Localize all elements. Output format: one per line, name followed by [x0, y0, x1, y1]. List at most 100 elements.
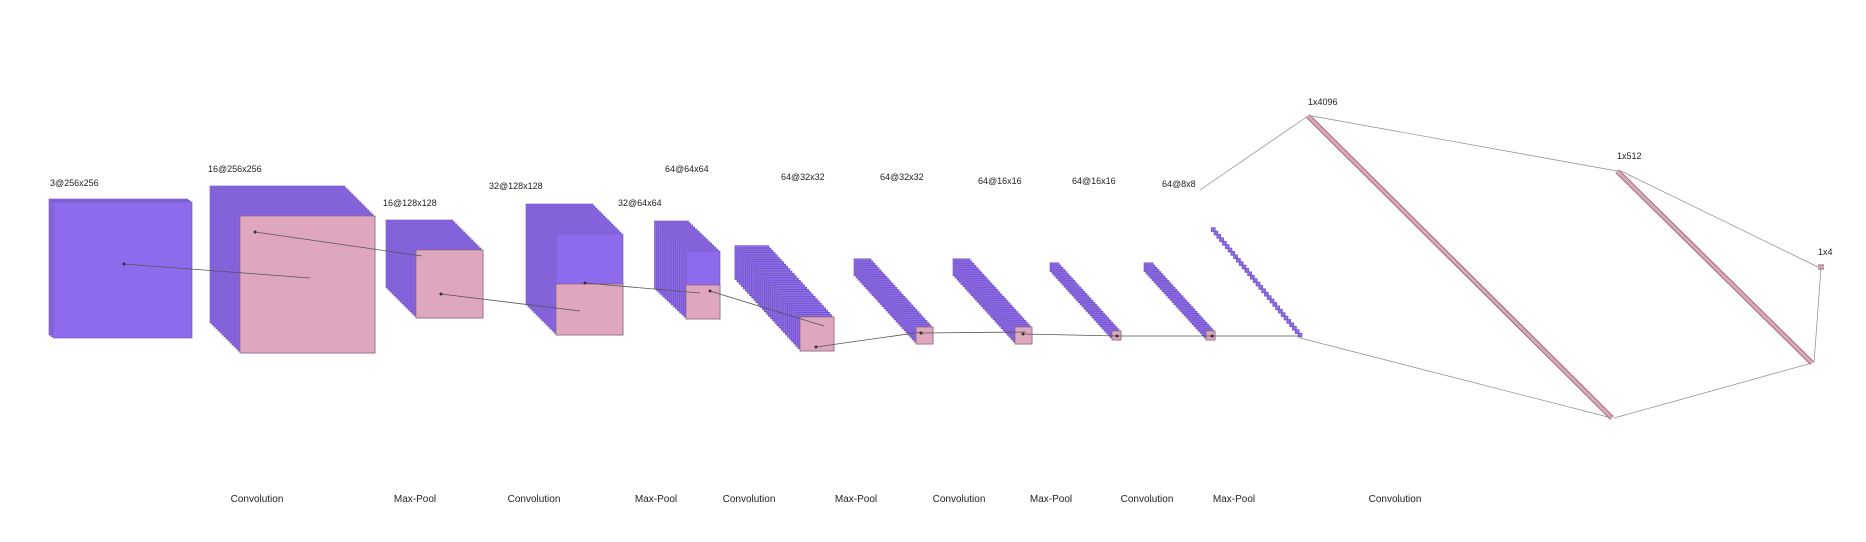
feature-map-slice [1264, 291, 1269, 297]
feature-map-slice [1258, 285, 1264, 290]
feature-map-slice [1289, 322, 1294, 328]
kernel-projection-line [254, 231, 423, 257]
feature-map-slice [1222, 240, 1227, 246]
feature-map-slice [1252, 278, 1258, 283]
layer-label-4: 32@128x128 [489, 181, 543, 191]
kernel-links [122, 230, 1300, 349]
feature-map-stack-4 [525, 203, 624, 336]
feature-map-slice [1250, 274, 1255, 280]
fan-line [1620, 170, 1819, 268]
feature-map-slice [1233, 254, 1238, 260]
layer-label-9: 64@16x16 [978, 176, 1022, 186]
kernel-highlight [915, 326, 934, 345]
op-label-3: Convolution [508, 494, 561, 505]
op-label-6: Max-Pool [835, 494, 877, 505]
kernel-anchor-dot [919, 331, 923, 335]
kernel-projection-line [709, 290, 825, 327]
feature-map-slice [1255, 281, 1261, 287]
kernel-anchor-dot [1210, 334, 1214, 338]
kernel-anchor-dot [708, 289, 712, 293]
fan-line [1199, 115, 1309, 191]
fan-line [1299, 337, 1613, 419]
op-label-4: Max-Pool [635, 494, 677, 505]
feature-map-stack-3 [385, 219, 484, 319]
layer-label-3: 16@128x128 [383, 198, 437, 208]
feature-map-slice [1297, 332, 1303, 338]
feature-map-stack-5 [654, 220, 721, 320]
feature-map-slice [1216, 234, 1222, 239]
feature-map-slice [1283, 315, 1289, 321]
feature-map-slice [1210, 227, 1216, 232]
kernel-projection-line [815, 331, 923, 348]
dense-bar-512 [1615, 169, 1814, 365]
feature-map-slice [1266, 295, 1272, 300]
kernel-highlight [1205, 330, 1216, 341]
op-label-11: Convolution [1369, 494, 1422, 505]
op-label-10: Max-Pool [1213, 494, 1255, 505]
kernel-anchor-dot [1021, 332, 1025, 336]
layer-label-5: 32@64x64 [618, 198, 662, 208]
feature-map-stack-6 [734, 245, 835, 352]
op-label-5: Convolution [723, 494, 776, 505]
layer-label-7: 64@32x32 [781, 172, 825, 182]
feature-map-slice [1286, 319, 1292, 324]
feature-map-stacks [48, 185, 1303, 354]
feature-map-slice [1227, 247, 1233, 253]
kernel-projection-line [584, 282, 701, 294]
feature-map-slice [52, 201, 193, 339]
kernel-anchor-dot [439, 292, 443, 296]
feature-map-stack-2 [209, 185, 376, 354]
kernel-highlight [239, 215, 376, 354]
op-label-7: Convolution [933, 494, 986, 505]
feature-map-stack-8 [952, 258, 1033, 345]
feature-map-slice [1244, 268, 1250, 273]
kernel-anchor-dot [814, 345, 818, 349]
layer-label-10: 64@16x16 [1072, 176, 1116, 186]
feature-map-stack-10 [1143, 262, 1216, 341]
op-label-1: Convolution [231, 494, 284, 505]
layer-label-8: 64@32x32 [880, 172, 924, 182]
feature-map-slice [1236, 257, 1241, 263]
feature-map-slice [1269, 298, 1275, 304]
kernel-anchor-dot [583, 281, 587, 285]
kernel-projection-line [123, 263, 311, 279]
feature-map-stack-1 [48, 198, 193, 339]
kernel-highlight [685, 284, 721, 320]
feature-map-slice [1238, 261, 1244, 266]
layer-label-11: 64@8x8 [1162, 179, 1196, 189]
op-label-8: Max-Pool [1030, 494, 1072, 505]
kernel-anchor-dot [122, 262, 126, 266]
kernel-projection-line [1022, 333, 1119, 337]
op-label-2: Max-Pool [394, 494, 436, 505]
feature-map-stack-7 [853, 258, 934, 345]
kernel-highlight [415, 249, 484, 319]
connection-lines [1199, 115, 1822, 419]
kernel-projection-line [920, 331, 1027, 334]
feature-map-slice [1247, 271, 1252, 277]
fan-line [1813, 267, 1822, 364]
layer-label-2: 16@256x256 [208, 164, 262, 174]
dense-layers [1306, 114, 1824, 420]
feature-map-slice [1272, 302, 1278, 307]
dense-label-512: 1x512 [1617, 151, 1642, 161]
feature-map-stack-9 [1049, 262, 1122, 341]
kernel-anchor-dot [253, 230, 257, 234]
feature-map-slice [1280, 312, 1286, 317]
kernel-projection-line [440, 293, 581, 312]
feature-map-slice [1213, 230, 1219, 236]
layer-label-6: 64@64x64 [665, 164, 709, 174]
kernel-highlight [1014, 326, 1033, 345]
dense-label-4: 1x4 [1818, 247, 1833, 257]
feature-map-slice [1294, 329, 1300, 334]
dense-bar-4096 [1306, 114, 1614, 420]
fan-line [1613, 362, 1813, 419]
feature-map-slice [1224, 244, 1230, 249]
feature-map-slice [1230, 251, 1236, 256]
feature-map-stack-11 [1210, 227, 1303, 338]
feature-map-slice [1292, 325, 1297, 331]
kernel-anchor-dot [1115, 334, 1119, 338]
feature-map-slice [1278, 308, 1283, 314]
feature-map-slice [1241, 264, 1247, 270]
feature-map-slice [1219, 237, 1224, 243]
